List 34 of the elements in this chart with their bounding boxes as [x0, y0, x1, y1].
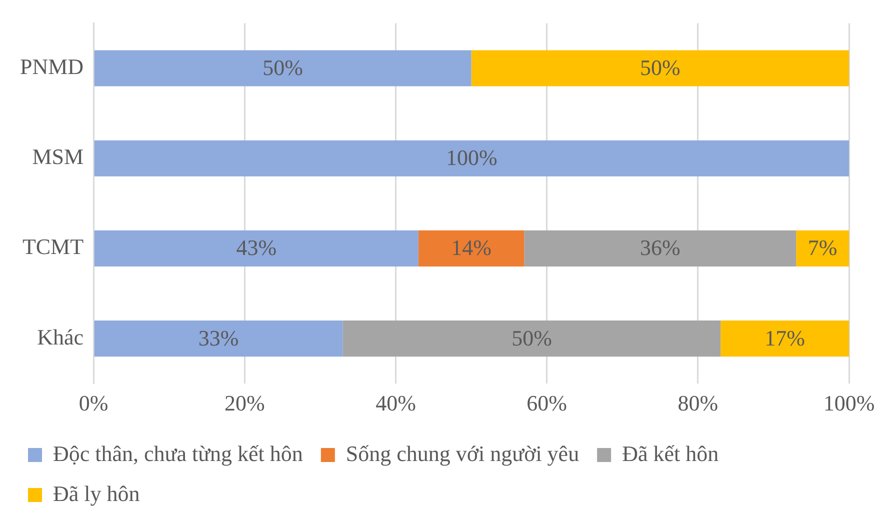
y-tick-label: Khác [37, 324, 84, 350]
data-label: 36% [640, 235, 680, 260]
x-tick-label: 100% [823, 390, 875, 416]
bar [418, 230, 524, 266]
data-label: 17% [764, 325, 805, 350]
bar [524, 230, 796, 266]
bar [94, 50, 472, 86]
y-tick-label: PNMD [20, 54, 84, 80]
x-tick-label: 20% [224, 390, 265, 416]
bar [471, 50, 849, 86]
bar [796, 230, 849, 266]
data-label: 43% [236, 235, 277, 260]
bar [94, 320, 343, 357]
legend-label: Độc thân, chưa từng kết hôn [53, 440, 303, 466]
bar [342, 320, 721, 357]
data-label: 50% [640, 55, 680, 80]
x-tick-label: 40% [376, 390, 416, 416]
bar [94, 230, 418, 266]
data-label: 100% [446, 145, 498, 170]
x-tick-label: 80% [678, 390, 718, 416]
y-tick-label: TCMT [22, 234, 84, 260]
data-label: 50% [262, 55, 303, 80]
data-label: 33% [198, 325, 239, 350]
legend-label: Sống chung với người yêu [346, 440, 580, 466]
bar [94, 140, 849, 176]
legend-label: Đã kết hôn [622, 440, 719, 466]
x-tick-label: 60% [526, 390, 567, 416]
legend-label: Đã ly hôn [53, 480, 140, 506]
bar [720, 320, 849, 357]
data-label: 50% [512, 325, 552, 350]
data-label: 7% [808, 235, 838, 260]
y-tick-label: MSM [32, 144, 84, 170]
data-label: 14% [451, 235, 492, 260]
x-tick-label: 0% [78, 390, 108, 416]
